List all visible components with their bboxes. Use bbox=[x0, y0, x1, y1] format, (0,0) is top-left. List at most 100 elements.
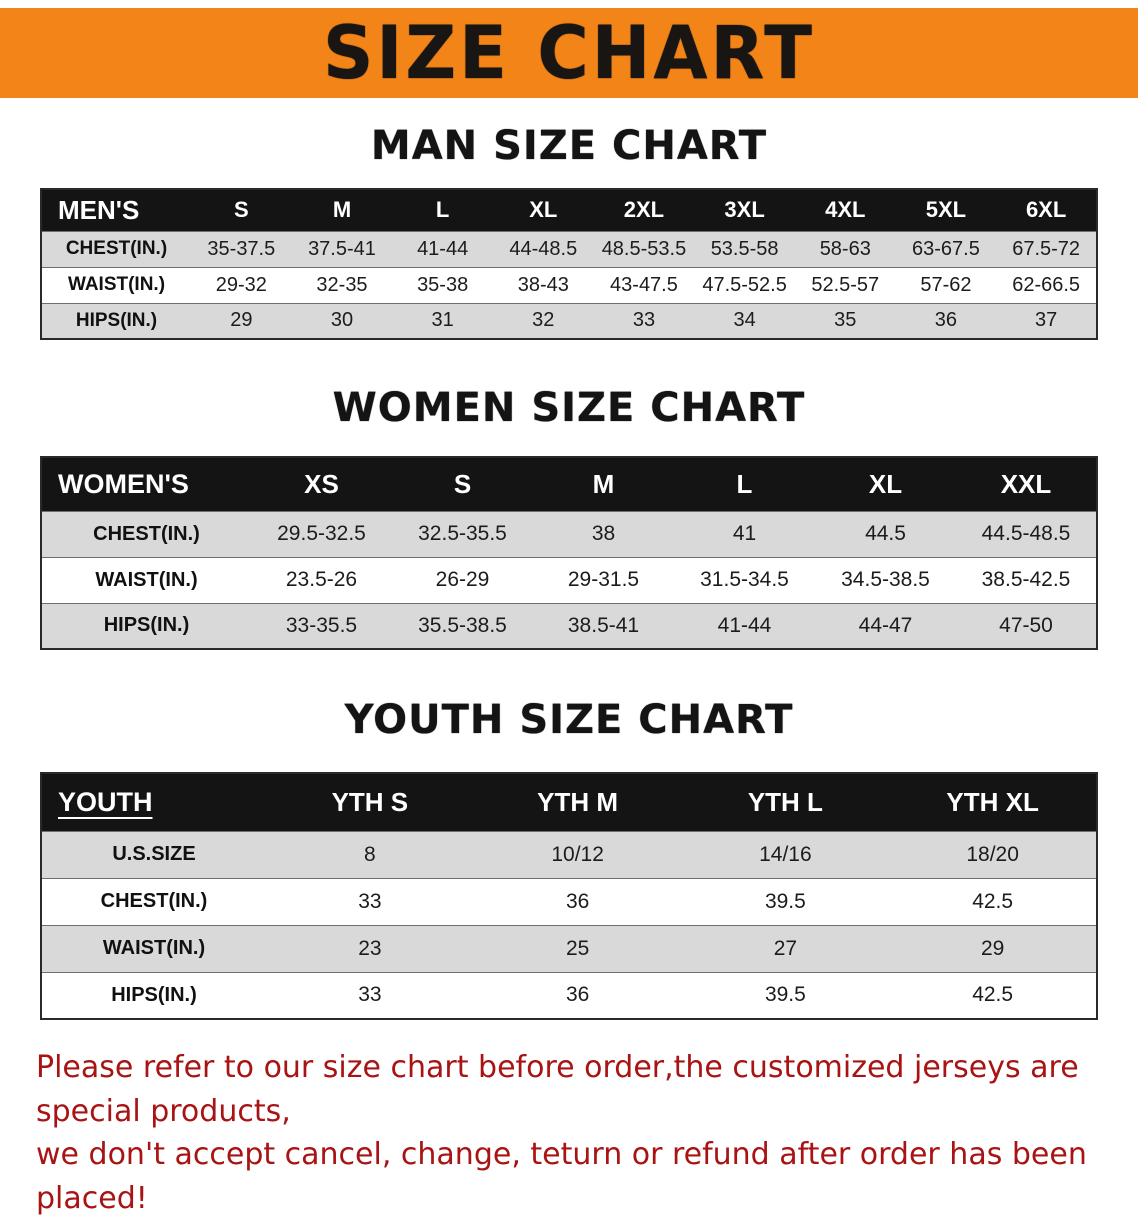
row-label: U.S.SIZE bbox=[112, 843, 196, 865]
size-value: 38.5-42.5 bbox=[981, 568, 1071, 591]
size-value: 38.5-41 bbox=[567, 613, 640, 637]
size-value: 31 bbox=[431, 309, 454, 332]
size-value: 29.5-32.5 bbox=[277, 522, 366, 545]
size-value: 29-32 bbox=[215, 273, 267, 296]
size-value: 25 bbox=[565, 936, 590, 960]
size-value: 23 bbox=[358, 936, 382, 960]
size-value: 47-50 bbox=[999, 613, 1053, 637]
women-size-table: WOMEN'S XS S M L XL XXL CHEST(IN.) 29.5-32.5 32.5… bbox=[40, 456, 1098, 650]
size-column-header: YTH L bbox=[681, 773, 890, 831]
table-row: CHEST(IN.) 33 36 39.5 42.5 bbox=[41, 878, 1097, 925]
size-value: 42.5 bbox=[972, 889, 1014, 913]
size-value: 43-47.5 bbox=[610, 273, 678, 296]
size-value: 37.5-41 bbox=[308, 237, 376, 260]
table-row: HIPS(IN.) 29 30 31 32 33 34 35 36 37 bbox=[41, 303, 1097, 339]
size-value: 57-62 bbox=[920, 273, 972, 296]
size-value: 14/16 bbox=[759, 842, 812, 866]
row-label: CHEST(IN.) bbox=[65, 238, 168, 259]
women-chart-heading: WOMEN SIZE CHART bbox=[332, 385, 806, 431]
table-corner-label: WOMEN'S bbox=[41, 457, 251, 511]
size-value: 32 bbox=[532, 309, 555, 332]
size-value: 67.5-72 bbox=[1012, 237, 1081, 260]
size-value: 58-63 bbox=[819, 237, 871, 260]
youth-size-table: YOUTH YTH S YTH M YTH L YTH XL U.S.SIZE 8 10/12… bbox=[40, 772, 1098, 1020]
men-size-table: MEN'S S M L XL 2XL 3XL 4XL 5XL 6XL CHEST(IN.) 35-37… bbox=[40, 188, 1098, 340]
row-label: CHEST(IN.) bbox=[100, 890, 208, 912]
disclaimer: Please refer to our size chart before or… bbox=[36, 1046, 1120, 1220]
size-column-header: 4XL bbox=[794, 189, 896, 231]
size-value: 47.5-52.5 bbox=[702, 273, 787, 296]
size-value: 8 bbox=[364, 842, 376, 866]
table-row: U.S.SIZE 8 10/12 14/16 18/20 bbox=[41, 831, 1097, 878]
size-value: 36 bbox=[934, 309, 958, 332]
disclaimer-line-2: we don't accept cancel, change, teturn o… bbox=[36, 1137, 1087, 1216]
youth-chart-heading: YOUTH SIZE CHART bbox=[344, 697, 794, 743]
size-column-header: YTH M bbox=[473, 773, 682, 831]
row-label: CHEST(IN.) bbox=[93, 522, 200, 545]
size-value: 26-29 bbox=[435, 568, 490, 591]
size-value: 41 bbox=[732, 522, 757, 545]
table-header-row: WOMEN'S XS S M L XL XXL bbox=[41, 457, 1097, 511]
size-value: 38-43 bbox=[517, 273, 569, 296]
size-value: 37 bbox=[1035, 309, 1058, 332]
size-value: 29 bbox=[230, 309, 253, 332]
size-value: 44.5-48.5 bbox=[981, 522, 1071, 545]
size-value: 29 bbox=[980, 936, 1005, 960]
size-column-header: S bbox=[191, 189, 292, 231]
size-value: 39.5 bbox=[764, 889, 806, 913]
size-column-header: YTH S bbox=[266, 773, 474, 831]
row-label: WAIST(IN.) bbox=[95, 568, 198, 591]
table-corner-label: MEN'S bbox=[41, 189, 191, 231]
row-label: WAIST(IN.) bbox=[102, 937, 206, 959]
size-value: 38 bbox=[591, 522, 616, 545]
size-value: 44.5 bbox=[865, 522, 906, 545]
size-value: 31.5-34.5 bbox=[700, 568, 789, 591]
page-title: SIZE CHART bbox=[322, 10, 816, 96]
disclaimer-line-1: Please refer to our size chart before or… bbox=[36, 1050, 1079, 1129]
size-value: 42.5 bbox=[972, 983, 1014, 1007]
size-column-header: 6XL bbox=[996, 189, 1097, 231]
men-chart-heading: MAN SIZE CHART bbox=[370, 123, 768, 169]
size-column-header: M bbox=[533, 457, 674, 511]
size-column-header: XL bbox=[815, 457, 956, 511]
size-value: 63-67.5 bbox=[912, 237, 980, 260]
table-row: CHEST(IN.) 29.5-32.5 32.5-35.5 38 41 44.5 44.5… bbox=[41, 511, 1097, 557]
size-value: 41-44 bbox=[717, 613, 772, 637]
size-value: 35.5-38.5 bbox=[418, 613, 507, 637]
size-column-header: L bbox=[392, 189, 493, 231]
men-size-chart-section: MAN SIZE CHART MEN'S S M L XL 2XL 3XL 4XL 5XL 6XL… bbox=[0, 124, 1138, 340]
size-column-header: XL bbox=[492, 189, 594, 231]
size-value: 10/12 bbox=[551, 842, 604, 866]
size-value: 23.5-26 bbox=[285, 568, 358, 591]
size-column-header: XS bbox=[251, 457, 392, 511]
size-column-header: 3XL bbox=[694, 189, 795, 231]
size-value: 36 bbox=[565, 983, 590, 1007]
table-row: WAIST(IN.) 23 25 27 29 bbox=[41, 925, 1097, 972]
size-value: 35-38 bbox=[417, 273, 469, 296]
table-row: HIPS(IN.) 33-35.5 35.5-38.5 38.5-41 41-44 44-… bbox=[41, 603, 1097, 649]
size-value: 62-66.5 bbox=[1012, 273, 1081, 296]
table-row: WAIST(IN.) 23.5-26 26-29 29-31.5 31.5-34.5 34… bbox=[41, 557, 1097, 603]
size-value: 33-35.5 bbox=[285, 613, 358, 637]
size-value: 53.5-58 bbox=[710, 237, 779, 260]
size-column-header: S bbox=[392, 457, 533, 511]
row-label: HIPS(IN.) bbox=[111, 983, 197, 1006]
table-row: CHEST(IN.) 35-37.5 37.5-41 41-44 44-48.5 48.5… bbox=[41, 231, 1097, 267]
row-label: HIPS(IN.) bbox=[75, 309, 158, 331]
size-column-header: 5XL bbox=[895, 189, 997, 231]
size-value: 52.5-57 bbox=[811, 273, 880, 296]
size-column-header: M bbox=[291, 189, 393, 231]
size-value: 30 bbox=[330, 309, 354, 332]
size-value: 36 bbox=[565, 889, 590, 913]
size-column-header: XXL bbox=[956, 457, 1097, 511]
size-value: 35 bbox=[834, 309, 857, 332]
size-value: 34.5-38.5 bbox=[841, 568, 930, 591]
youth-size-chart-section: YOUTH SIZE CHART YOUTH YTH S YTH M YTH L YTH… bbox=[0, 698, 1138, 1020]
table-corner-label: YOUTH bbox=[41, 773, 266, 831]
row-label: HIPS(IN.) bbox=[103, 614, 190, 637]
size-column-header: YTH XL bbox=[889, 773, 1097, 831]
size-value: 33 bbox=[632, 309, 656, 332]
size-value: 34 bbox=[733, 309, 756, 332]
size-column-header: 2XL bbox=[593, 189, 695, 231]
size-value: 33 bbox=[358, 983, 382, 1007]
